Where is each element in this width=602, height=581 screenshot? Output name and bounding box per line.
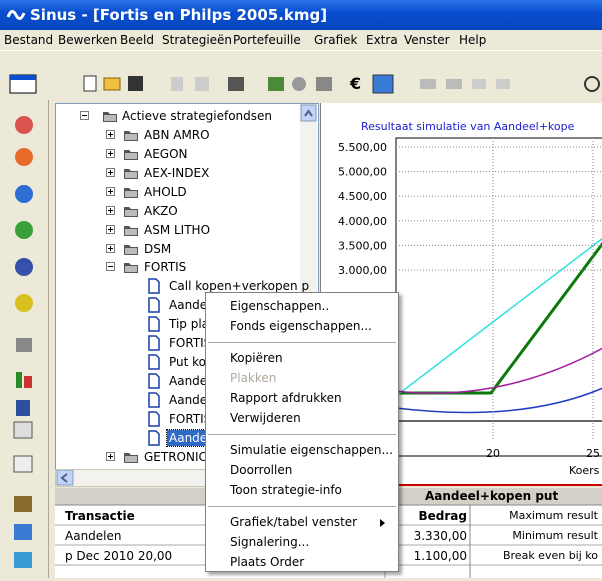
expander[interactable] xyxy=(106,225,115,234)
doc-icon xyxy=(146,430,162,446)
context-menu-item[interactable]: Kopiëren xyxy=(230,351,283,365)
y-tick-label: 3.500,00 xyxy=(338,239,387,252)
tree-item[interactable]: AEX-INDEX xyxy=(144,165,209,181)
tree-item[interactable]: GETRONIC xyxy=(144,449,207,465)
chart-title: Resultaat simulatie van Aandeel+kope xyxy=(361,120,575,133)
menu-item[interactable]: Help xyxy=(459,33,486,47)
table-cell: Aandelen xyxy=(65,529,122,543)
context-menu-item[interactable]: Doorrollen xyxy=(230,463,292,477)
menu-item[interactable]: Bestand xyxy=(4,33,53,47)
side-toolbar xyxy=(0,100,49,578)
y-tick-label: 5.500,00 xyxy=(338,141,387,154)
context-menu-item[interactable]: Toon strategie-info xyxy=(230,483,342,497)
tree-item[interactable]: ASM LITHO xyxy=(144,222,210,238)
window-title: Sinus - [Fortis en Philps 2005.kmg] xyxy=(30,6,327,24)
menu-separator xyxy=(208,506,396,507)
context-menu-item: Plakken xyxy=(230,371,276,385)
y-tick-label: 4.000,00 xyxy=(338,215,387,228)
page: Sinus {"window": {"title": "Sinus - [For… xyxy=(0,0,602,578)
menu-separator xyxy=(208,434,396,435)
context-menu-item[interactable]: Simulatie eigenschappen... xyxy=(230,443,393,457)
context-menu-item[interactable]: Rapport afdrukken xyxy=(230,391,342,405)
folder-icon xyxy=(123,127,139,143)
x-tick-label: 25 xyxy=(586,447,600,460)
svg-text:€: € xyxy=(349,74,361,93)
table-cell: 1.100,00 xyxy=(400,549,467,563)
expander[interactable] xyxy=(106,244,115,253)
folder-icon xyxy=(123,259,139,275)
expander[interactable] xyxy=(106,130,115,139)
table-side: Maximum result xyxy=(509,509,598,522)
expander[interactable] xyxy=(106,187,115,196)
x-axis-label: Koers xyxy=(569,464,600,477)
doc-icon xyxy=(146,278,162,294)
tree-item[interactable]: FORTIS xyxy=(144,259,186,275)
toolbar-icons: € xyxy=(0,51,602,99)
context-menu: Eigenschappen.. Fonds eigenschappen... Kop… xyxy=(205,292,399,572)
doc-icon xyxy=(146,392,162,408)
folder-icon xyxy=(123,146,139,162)
submenu-arrow xyxy=(380,519,386,527)
side-icons xyxy=(0,100,48,578)
folder-icon xyxy=(123,203,139,219)
tree-item[interactable]: AEGON xyxy=(144,146,188,162)
menu-item[interactable]: Portefeuille xyxy=(233,33,301,47)
table-header: Bedrag xyxy=(415,509,467,523)
tree-item[interactable]: ABN AMRO xyxy=(144,127,210,143)
menu-item[interactable]: Grafiek xyxy=(314,33,357,47)
expander[interactable] xyxy=(106,149,115,158)
title-bar: Sinus - [Fortis en Philps 2005.kmg] xyxy=(0,0,602,30)
app-window: Sinus - [Fortis en Philps 2005.kmg] Best… xyxy=(0,0,602,578)
tree-item[interactable]: AKZO xyxy=(144,203,178,219)
context-menu-item[interactable]: Signalering... xyxy=(230,535,309,549)
doc-icon xyxy=(146,297,162,313)
expander[interactable] xyxy=(106,168,115,177)
y-tick-label: 5.000,00 xyxy=(338,166,387,179)
context-menu-item[interactable]: Plaats Order xyxy=(230,555,304,569)
expander[interactable] xyxy=(106,452,115,461)
doc-icon xyxy=(146,316,162,332)
tree-item[interactable]: AHOLD xyxy=(144,184,187,200)
table-title: Aandeel+kopen put xyxy=(425,489,558,503)
doc-icon xyxy=(146,335,162,351)
menu-item[interactable]: Beeld xyxy=(120,33,154,47)
tree-item[interactable]: DSM xyxy=(144,241,171,257)
menu-separator xyxy=(208,342,396,343)
context-menu-item[interactable]: Eigenschappen.. xyxy=(230,299,329,313)
menu-item[interactable]: Strategieën xyxy=(162,33,232,47)
folder-icon xyxy=(102,108,118,124)
context-menu-item[interactable]: Fonds eigenschappen... xyxy=(230,319,372,333)
folder-icon xyxy=(123,184,139,200)
tree-root[interactable]: Actieve strategiefondsen xyxy=(122,108,272,124)
folder-icon xyxy=(123,222,139,238)
table-header: Transactie xyxy=(65,509,135,523)
menu-item[interactable]: Extra xyxy=(366,33,398,47)
table-cell: p Dec 2010 20,00 xyxy=(65,549,172,563)
folder-icon xyxy=(123,165,139,181)
expander[interactable] xyxy=(106,262,115,271)
table-side: Minimum result xyxy=(512,529,598,542)
app-icon xyxy=(6,7,26,23)
expander[interactable] xyxy=(80,111,89,120)
context-menu-item[interactable]: Grafiek/tabel venster xyxy=(230,515,357,529)
menu-item[interactable]: Venster xyxy=(404,33,450,47)
table-cell: 3.330,00 xyxy=(400,529,467,543)
y-tick-label: 3.000,00 xyxy=(338,264,387,277)
menu-item[interactable]: Bewerken xyxy=(58,33,117,47)
folder-icon xyxy=(123,241,139,257)
doc-icon xyxy=(146,354,162,370)
table-side: Break even bij ko xyxy=(503,549,598,562)
toolbar: € xyxy=(0,51,602,99)
folder-icon xyxy=(123,449,139,465)
context-menu-item[interactable]: Verwijderen xyxy=(230,411,301,425)
doc-icon xyxy=(146,373,162,389)
x-tick-label: 20 xyxy=(486,447,500,460)
y-tick-label: 4.500,00 xyxy=(338,190,387,203)
expander[interactable] xyxy=(106,206,115,215)
doc-icon xyxy=(146,411,162,427)
